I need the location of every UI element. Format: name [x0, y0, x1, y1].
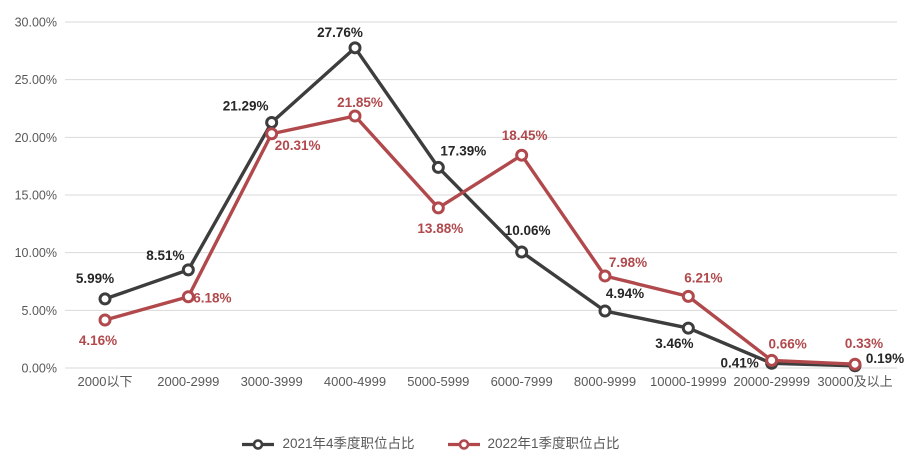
x-axis-category-label: 10000-19999	[650, 374, 727, 389]
y-axis-tick-label: 5.00%	[22, 304, 57, 318]
data-point-label: 0.66%	[769, 336, 807, 351]
chart-legend: 2021年4季度职位占比 2022年1季度职位占比	[0, 436, 889, 452]
series-line	[103, 46, 857, 368]
data-point-label: 8.51%	[146, 248, 184, 263]
data-point-label: 18.45%	[502, 128, 548, 143]
data-point-marker	[681, 289, 695, 303]
series-line	[103, 114, 857, 366]
data-point-label: 0.33%	[845, 336, 883, 351]
data-point-label: 27.76%	[317, 25, 363, 40]
data-point-marker	[265, 127, 279, 141]
y-axis-tick-label: 0.00%	[22, 362, 57, 376]
data-point-marker	[681, 321, 695, 335]
x-axis-category-label: 2000以下	[78, 374, 133, 389]
data-point-marker	[598, 304, 612, 318]
x-axis-category-label: 6000-7999	[491, 374, 553, 389]
data-point-label: 6.21%	[684, 270, 722, 285]
data-point-marker	[431, 160, 445, 174]
data-point-label: 21.85%	[337, 95, 383, 110]
x-axis-category-label: 30000及以上	[817, 374, 892, 389]
data-point-label: 5.99%	[76, 271, 114, 286]
data-point-marker	[98, 313, 112, 327]
y-axis-tick-label: 15.00%	[15, 189, 57, 203]
data-point-marker	[598, 269, 612, 283]
x-axis-category-label: 4000-4999	[324, 374, 386, 389]
legend-item-2021q4: 2021年4季度职位占比	[241, 436, 415, 452]
data-point-label: 4.94%	[606, 286, 644, 301]
data-point-label: 20.31%	[275, 138, 321, 153]
data-point-marker	[515, 148, 529, 162]
x-axis-category-label: 3000-3999	[241, 374, 303, 389]
data-point-label: 13.88%	[417, 221, 463, 236]
data-point-label: 0.19%	[866, 351, 904, 366]
data-point-label: 0.41%	[721, 355, 759, 370]
data-point-label: 4.16%	[79, 333, 117, 348]
x-axis-category-label: 20000-29999	[733, 374, 810, 389]
legend-label-2021q4: 2021年4季度职位占比	[282, 436, 415, 451]
data-point-label: 3.46%	[655, 336, 693, 351]
data-point-label: 10.06%	[505, 223, 551, 238]
data-point-marker	[181, 263, 195, 277]
data-point-marker	[98, 292, 112, 306]
legend-line-marker-icon	[242, 438, 275, 450]
data-point-marker	[348, 109, 362, 123]
y-axis-tick-label: 10.00%	[15, 246, 57, 260]
data-point-marker	[765, 353, 779, 367]
legend-item-2022q1: 2022年1季度职位占比	[447, 436, 620, 452]
x-axis-category-label: 2000-2999	[157, 374, 219, 389]
y-axis-tick-label: 20.00%	[15, 131, 57, 145]
y-axis-tick-label: 25.00%	[15, 73, 57, 87]
data-point-label: 21.29%	[223, 98, 269, 113]
x-axis-category-label: 5000-5999	[407, 374, 469, 389]
legend-label-2022q1: 2022年1季度职位占比	[487, 436, 620, 451]
data-point-marker	[848, 357, 862, 371]
data-point-marker	[348, 41, 362, 55]
legend-line-marker-icon	[447, 438, 480, 450]
data-point-marker	[181, 290, 195, 304]
x-axis-category-label: 8000-9999	[574, 374, 636, 389]
data-point-label: 17.39%	[440, 143, 486, 158]
data-point-marker	[431, 201, 445, 215]
y-axis-tick-label: 30.00%	[15, 16, 57, 30]
data-point-label: 6.18%	[193, 291, 231, 306]
data-point-label: 7.98%	[609, 255, 647, 270]
data-point-marker	[265, 115, 279, 129]
data-point-marker	[515, 245, 529, 259]
